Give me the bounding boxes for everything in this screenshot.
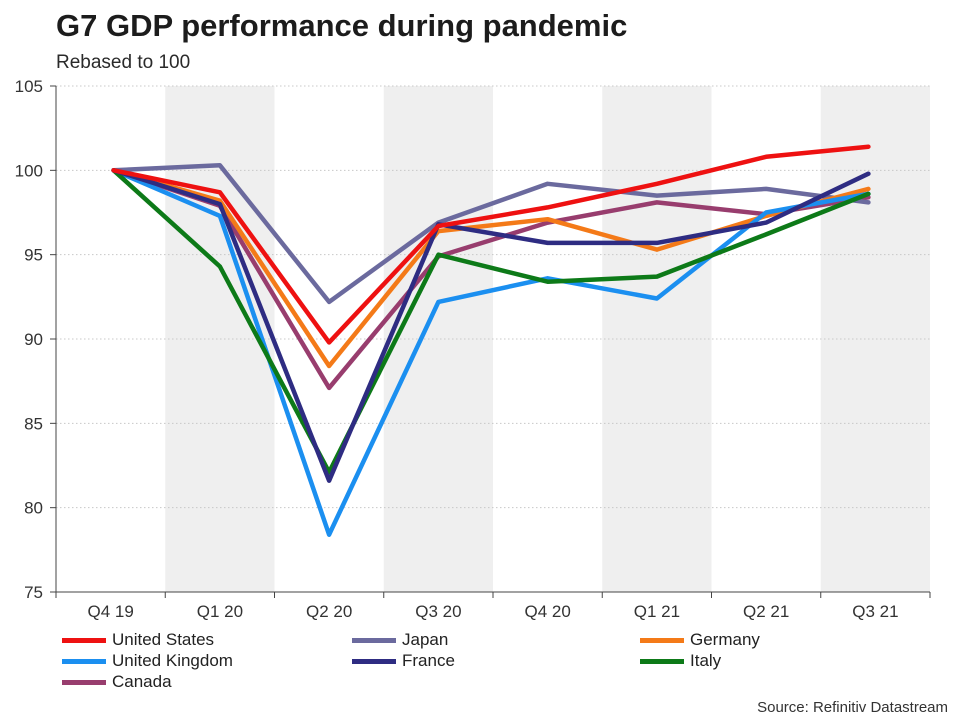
chart-subtitle: Rebased to 100 xyxy=(56,52,191,73)
legend-label-canada: Canada xyxy=(112,672,172,691)
x-tick-label-q4-20: Q4 20 xyxy=(524,602,570,621)
legend-swatch-united-states xyxy=(62,637,106,643)
y-tick-label-100: 100 xyxy=(15,161,43,180)
x-tick-label-q3-21: Q3 21 xyxy=(852,602,898,621)
legend-swatch-france xyxy=(352,658,396,664)
series-line-italy xyxy=(111,168,871,475)
y-tick-label-75: 75 xyxy=(24,583,43,602)
legend-item-france: France xyxy=(352,650,455,672)
x-tick-label-q3-20: Q3 20 xyxy=(415,602,461,621)
legend-item-italy: Italy xyxy=(640,650,721,672)
legend-swatch-canada xyxy=(62,679,106,685)
legend-item-united-states: United States xyxy=(62,629,214,651)
legend-label-united-kingdom: United Kingdom xyxy=(112,651,233,670)
gridlines xyxy=(56,85,930,509)
legend: United States Japan Germany United Kingdom F… xyxy=(62,629,922,695)
legend-swatch-united-kingdom xyxy=(62,658,106,664)
source-note: Source: Refinitiv Datastream xyxy=(757,699,948,716)
x-tick-label-q1-20: Q1 20 xyxy=(197,602,243,621)
series-lines xyxy=(111,144,871,537)
legend-swatch-japan xyxy=(352,637,396,643)
y-tick-label-80: 80 xyxy=(24,499,43,518)
legend-label-united-states: United States xyxy=(112,630,215,649)
legend-item-germany: Germany xyxy=(640,629,760,651)
y-tick-label-105: 105 xyxy=(15,77,43,96)
x-tick-label-q4-19: Q4 19 xyxy=(87,602,133,621)
legend-item-japan: Japan xyxy=(352,629,448,651)
series-line-france xyxy=(111,168,871,483)
y-tick-label-85: 85 xyxy=(24,414,43,433)
legend-label-japan: Japan xyxy=(402,630,449,649)
series-line-germany xyxy=(111,168,871,369)
series-line-canada xyxy=(111,168,871,391)
x-tick-label-q1-21: Q1 21 xyxy=(634,602,680,621)
series-line-united-states xyxy=(111,144,871,345)
y-tick-label-90: 90 xyxy=(24,330,43,349)
legend-label-france: France xyxy=(402,651,455,670)
shaded-band-q3-21 xyxy=(820,86,930,592)
legend-swatch-germany xyxy=(640,637,684,643)
legend-label-italy: Italy xyxy=(690,651,722,670)
y-tick-label-95: 95 xyxy=(24,246,43,265)
legend-item-united-kingdom: United Kingdom xyxy=(62,650,233,672)
line-chart: 75 80 85 90 95 100 105 Q4 19 Q1 20 Q2 20 Q3 20 Q4 2… xyxy=(15,77,931,621)
x-tick-label-q2-21: Q2 21 xyxy=(743,602,789,621)
chart-title: G7 GDP performance during pandemic xyxy=(56,8,628,43)
shaded-band-q3-20 xyxy=(383,86,493,592)
shaded-bands xyxy=(165,86,930,592)
legend-item-canada: Canada xyxy=(62,671,172,693)
legend-label-germany: Germany xyxy=(690,630,760,649)
x-tick-label-q2-20: Q2 20 xyxy=(306,602,352,621)
series-line-japan xyxy=(111,163,871,305)
legend-swatch-italy xyxy=(640,658,684,664)
